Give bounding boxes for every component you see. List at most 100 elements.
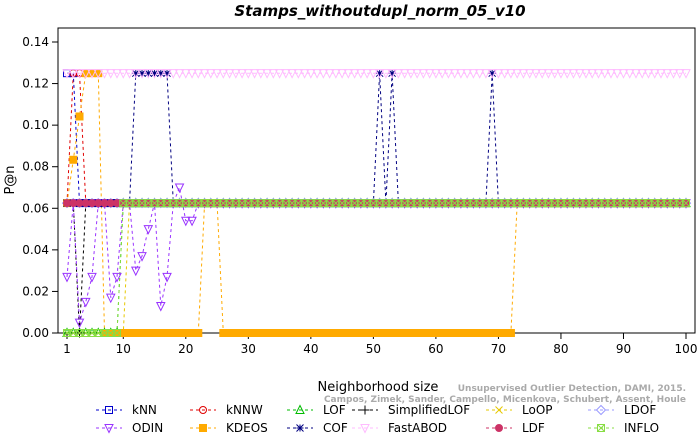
data-point	[156, 69, 165, 78]
data-point	[174, 183, 185, 194]
legend-label: LDOF	[624, 403, 656, 417]
data-point	[155, 301, 166, 312]
data-point	[587, 69, 598, 79]
data-point	[143, 225, 154, 235]
data-point	[606, 69, 616, 79]
data-point	[487, 69, 497, 79]
legend-label: KDEOS	[226, 421, 268, 434]
data-point	[549, 69, 560, 79]
data-point	[113, 329, 122, 337]
data-point	[155, 69, 166, 79]
data-point	[212, 69, 222, 79]
data-point	[443, 69, 454, 79]
x-axis: 1 10 20 30 40 50 60 70 80 90 100	[63, 333, 697, 356]
data-point	[618, 69, 629, 79]
data-point	[180, 216, 191, 227]
data-point	[612, 69, 623, 79]
data-point	[99, 69, 110, 79]
data-point	[668, 69, 679, 79]
x-tick-label: 90	[616, 342, 631, 356]
data-point	[595, 404, 607, 416]
data-point	[249, 69, 260, 79]
legend-item: SimplifiedLOF	[352, 403, 470, 417]
legend-label: INFLO	[624, 421, 659, 434]
data-point	[87, 69, 97, 79]
data-point	[562, 69, 573, 79]
data-point	[187, 216, 197, 227]
legend-label: COF	[323, 421, 348, 434]
data-point	[274, 69, 285, 79]
data-point	[568, 69, 579, 79]
y-axis: 0.00 0.02 0.04 0.06 0.08 0.10 0.12 0.14	[22, 35, 58, 340]
data-point	[74, 69, 85, 79]
data-point	[556, 69, 566, 79]
x-tick-label: 70	[491, 342, 506, 356]
legend-item: LDF	[486, 421, 545, 434]
y-tick-label: 0.00	[22, 326, 49, 340]
data-point	[518, 69, 529, 79]
data-point	[331, 69, 341, 79]
legend-item: FastABOD	[352, 421, 447, 434]
series-markers-inflo	[63, 199, 690, 337]
data-point	[481, 69, 491, 79]
data-point	[256, 69, 266, 79]
data-point	[343, 69, 354, 79]
data-point	[374, 69, 385, 79]
data-point	[224, 69, 235, 79]
data-point	[597, 424, 605, 432]
data-point	[87, 272, 97, 283]
data-point	[431, 69, 441, 79]
data-point	[631, 69, 641, 79]
series-line	[67, 202, 686, 334]
data-point	[388, 69, 396, 78]
data-point	[80, 69, 91, 79]
data-point	[162, 272, 172, 283]
x-tick-label: 10	[116, 342, 131, 356]
data-point	[74, 318, 85, 329]
data-point	[296, 424, 304, 432]
data-point	[637, 69, 648, 79]
data-point	[681, 69, 691, 79]
x-tick-label: 1	[63, 342, 71, 356]
series-line	[67, 72, 686, 204]
series-markers-simplifiedlof	[62, 198, 691, 338]
data-point	[306, 69, 316, 79]
data-point	[624, 69, 635, 79]
data-point	[143, 69, 154, 79]
data-point	[237, 69, 247, 79]
data-point	[349, 69, 360, 79]
series-line	[67, 202, 686, 334]
y-tick-label: 0.06	[22, 201, 49, 215]
data-point	[138, 69, 146, 78]
data-point	[80, 297, 91, 308]
data-point	[393, 69, 404, 79]
legend-label: kNN	[132, 403, 157, 417]
data-point	[682, 199, 690, 208]
data-point	[75, 112, 84, 121]
y-tick-label: 0.04	[22, 243, 49, 257]
data-point	[656, 69, 666, 79]
data-point	[180, 69, 191, 79]
x-tick-label: 40	[303, 342, 318, 356]
legend-item: LoOP	[486, 403, 553, 417]
data-point	[506, 69, 516, 79]
data-point	[205, 69, 216, 79]
data-point	[581, 69, 591, 79]
chart-title: Stamps_withoutdupl_norm_05_v10	[234, 2, 525, 20]
x-axis-label: Neighborhood size	[318, 380, 439, 395]
data-point	[674, 69, 685, 79]
legend-label: LOF	[323, 403, 346, 417]
data-point	[493, 69, 504, 79]
legend-item: ODIN	[96, 421, 163, 434]
data-point	[368, 69, 379, 79]
data-point	[468, 69, 479, 79]
data-point	[231, 69, 241, 79]
data-point	[137, 69, 147, 79]
data-point	[324, 69, 335, 79]
legend-item: LOF	[287, 403, 346, 417]
data-point	[424, 69, 435, 79]
data-point	[412, 69, 422, 79]
data-point	[524, 69, 535, 79]
data-point	[105, 293, 116, 304]
